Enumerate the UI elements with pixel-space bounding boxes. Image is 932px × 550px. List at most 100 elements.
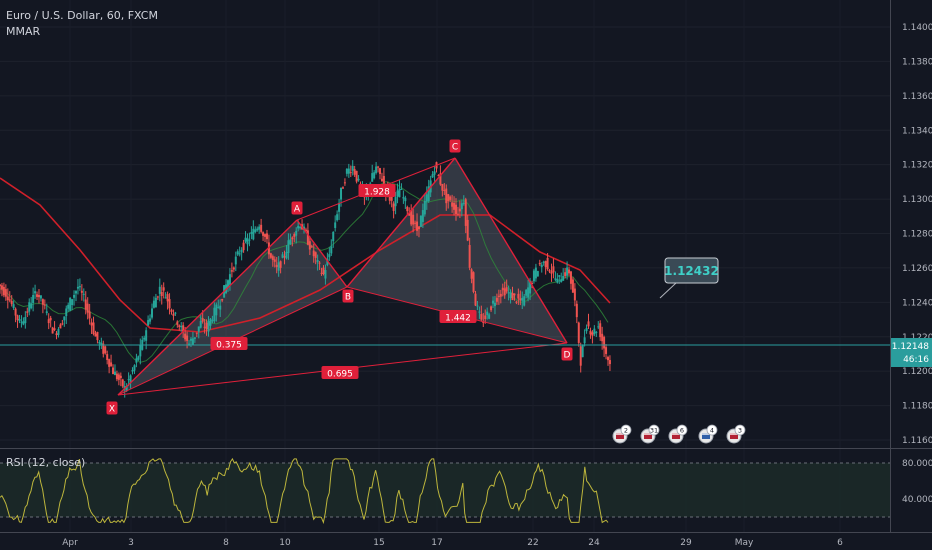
candle-body [172, 313, 175, 316]
candle-body [129, 375, 132, 383]
candle-body [209, 318, 212, 326]
flag-event-icon-2[interactable]: 31 [640, 424, 660, 444]
candle-body [100, 342, 103, 346]
candle-body [4, 289, 7, 297]
price-tick-label: 1.13000 [902, 195, 932, 205]
candle-body [408, 213, 411, 216]
candle-body [232, 267, 235, 270]
candle-body [203, 326, 206, 328]
candle-body [71, 299, 74, 305]
candle-body [211, 320, 214, 322]
candle-body [505, 287, 508, 292]
flag-event-icon-5[interactable]: 3 [726, 424, 746, 444]
candle-body [416, 221, 419, 231]
candle-body [244, 237, 247, 242]
candle-body [113, 371, 116, 376]
candle-body [394, 196, 397, 207]
candle-body [205, 322, 208, 330]
candle-body [228, 274, 231, 285]
candle-body [519, 298, 522, 301]
candle-body [0, 285, 3, 290]
point-badge [561, 347, 573, 361]
candle-body [513, 293, 516, 296]
candle-body [338, 202, 341, 212]
point-label-X: X [109, 405, 115, 415]
candle-body [174, 312, 177, 314]
rsi-line [0, 457, 609, 525]
candle-body [583, 337, 586, 344]
candle-body [283, 256, 286, 258]
candle-body [453, 202, 456, 210]
ratio-badge [210, 337, 248, 350]
candle-body [258, 226, 261, 230]
candle-body [341, 187, 344, 189]
candle-body [125, 385, 128, 391]
candle-body [6, 296, 9, 301]
flag-event-icon-3[interactable]: 6 [668, 424, 688, 444]
price-axis[interactable]: 1.14000 1.13800 1.13600 1.13400 1.13200 1.130… [902, 23, 932, 446]
candle-body [515, 301, 518, 303]
rsi-lower-tick: 40.0000 [902, 495, 932, 505]
price-callout[interactable]: 1.12432 [659, 257, 719, 299]
candle-body [51, 327, 54, 334]
candle-body [478, 311, 481, 313]
candle-body [176, 321, 179, 325]
time-tick-label: 29 [680, 538, 692, 548]
candle-body [14, 308, 17, 316]
candle-body [460, 203, 463, 210]
event-icons[interactable]: 2 31 6 4 3 [612, 424, 746, 444]
candle-body [603, 337, 606, 349]
countdown-timer: 46:16 [903, 355, 929, 365]
candle-body [377, 166, 380, 168]
candle-body [398, 188, 401, 198]
candle-body [281, 254, 284, 258]
symbol-title: Euro / U.S. Dollar, 60, FXCM [6, 9, 158, 22]
candle-body [548, 270, 551, 272]
candle-body [265, 233, 268, 240]
candle-body [585, 328, 588, 332]
candle-body [433, 171, 436, 175]
candle-body [53, 328, 56, 330]
candle-body [595, 331, 598, 333]
pattern-leg [117, 219, 298, 396]
candle-body [207, 321, 210, 332]
candle-body [332, 231, 335, 242]
time-axis[interactable]: Apr 3 8 10 15 17 22 24 29 May 6 [62, 538, 843, 548]
candle-body [156, 296, 159, 298]
candle-body [417, 226, 420, 230]
candle-body [501, 287, 504, 291]
candle-body [195, 332, 198, 334]
event-count: 2 [624, 427, 628, 435]
candle-body [371, 173, 374, 182]
candle-body [188, 343, 191, 345]
candle-body [493, 302, 496, 307]
candle-body [238, 253, 241, 255]
rsi-upper-tick: 80.0000 [902, 459, 932, 469]
candle-body [529, 280, 532, 294]
candle-body [219, 305, 222, 310]
flag-event-icon-4[interactable]: 4 [698, 424, 718, 444]
event-count: 4 [710, 427, 714, 435]
candle-body [112, 367, 115, 375]
candle-body [162, 287, 165, 291]
candle-body [8, 299, 11, 301]
candle-body [425, 194, 428, 202]
pattern-leg [296, 219, 348, 288]
candle-body [98, 342, 101, 344]
candle-body [601, 333, 604, 342]
candle-body [22, 321, 25, 325]
callout-pointer [659, 282, 677, 299]
candle-body [554, 278, 557, 280]
ma-red-line [0, 177, 611, 333]
candle-body [256, 228, 259, 231]
candle-body [419, 215, 422, 227]
candle-body [312, 250, 315, 257]
candle-body [474, 293, 477, 306]
candle-body [564, 272, 567, 277]
candle-body [86, 303, 89, 313]
candle-body [28, 302, 31, 312]
flag-event-icon-1[interactable]: 2 [612, 424, 632, 444]
candle-body [540, 264, 543, 268]
candle-body [328, 254, 331, 258]
